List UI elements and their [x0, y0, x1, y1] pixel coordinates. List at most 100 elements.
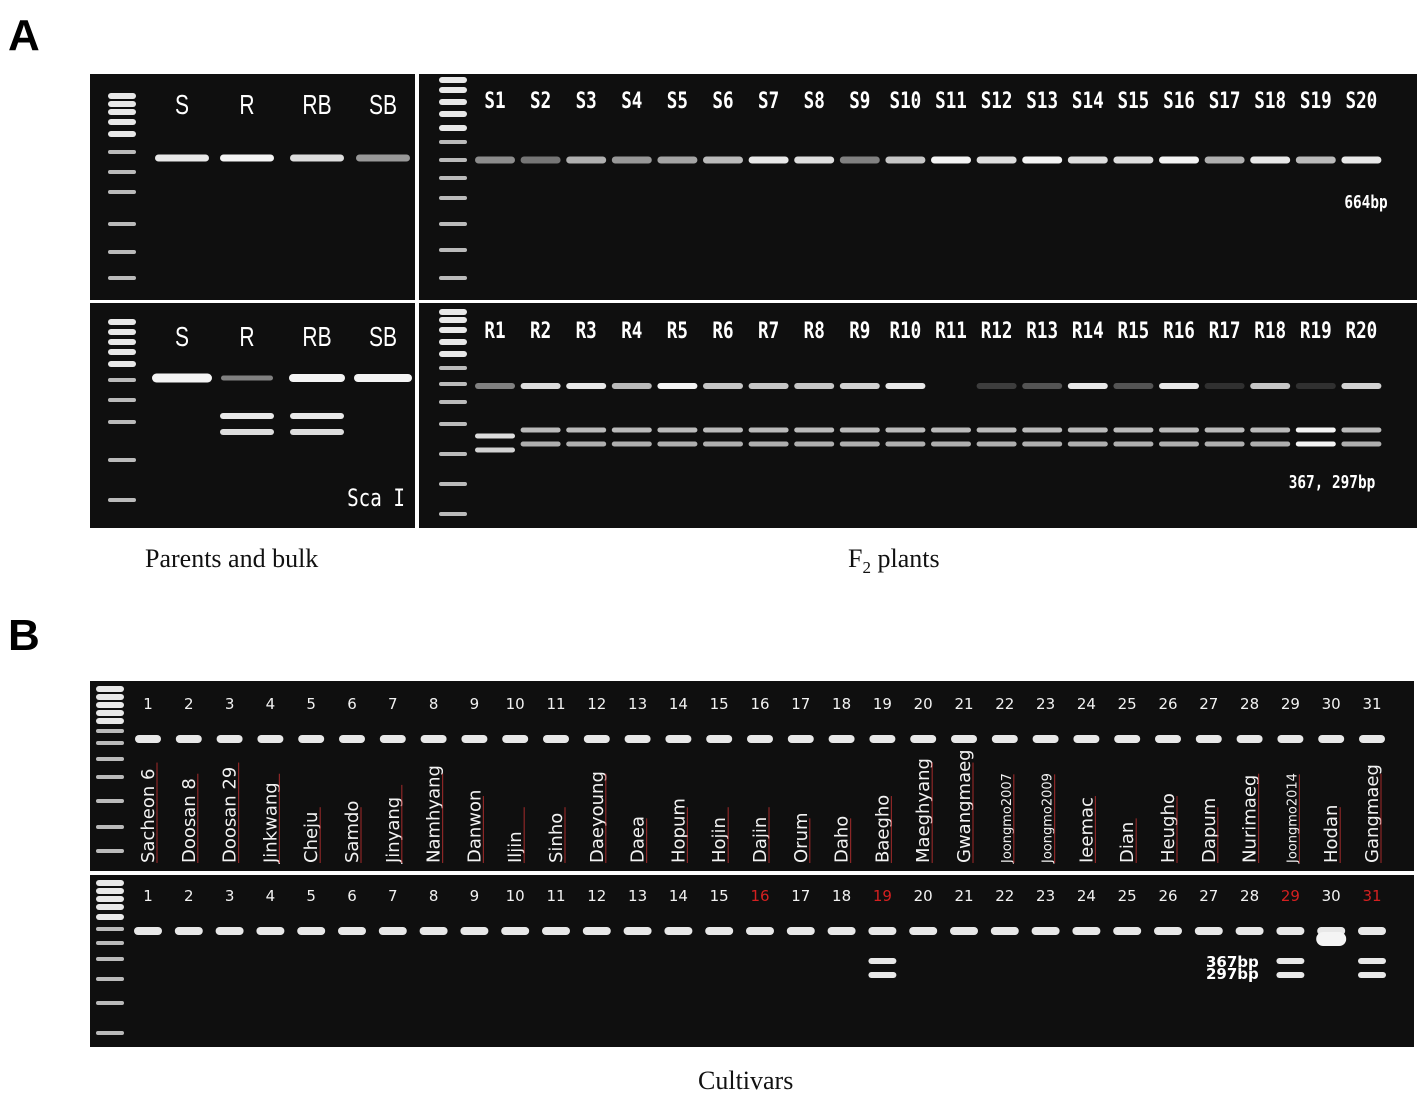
cultivar-bottom-lane-number: 19 — [873, 887, 892, 905]
cultivar-name: Joongmo2007 — [1000, 773, 1015, 864]
panel-a-horizontal-divider — [90, 300, 1417, 303]
f2-r-lane-label: R9 — [849, 318, 870, 343]
ladder-bottom-right-band — [439, 452, 467, 456]
cultivar-bottom-lane-number: 8 — [429, 887, 439, 905]
ladder-b-top-band — [96, 757, 124, 761]
cultivar-bottom-uncut-band — [786, 927, 815, 935]
cultivar-bottom-uncut-band — [950, 927, 978, 935]
f2-s-664-band — [520, 156, 561, 164]
f2-s-664-band — [839, 156, 880, 164]
cultivar-bottom-lane-number: 4 — [266, 887, 276, 905]
f2-r-uncut-band — [885, 383, 926, 389]
f2-s-lane-label: S16 — [1163, 88, 1195, 113]
ladder-b-top-band — [96, 718, 124, 724]
f2-s-lane-label: S2 — [530, 88, 551, 113]
caption-f2-rest: plants — [870, 544, 940, 573]
cultivar-bottom-lane-number: 12 — [587, 887, 606, 905]
cultivar-name: Dian — [1117, 822, 1138, 863]
ladder-top-right-band — [439, 140, 467, 144]
cultivar-bottom-uncut-band — [1072, 927, 1101, 935]
ladder-bottom-left-band — [108, 398, 136, 402]
cultivar-top-band — [175, 735, 202, 743]
f2-s-664-band — [976, 156, 1017, 164]
cultivar-top-lane-number: 15 — [710, 695, 729, 713]
ladder-bottom-right-band — [439, 317, 467, 323]
cultivar-top-band — [461, 735, 488, 743]
f2-r-297-band — [703, 441, 743, 447]
cultivar-top-lane-number: 27 — [1199, 695, 1218, 713]
ladder-bottom-left-band — [108, 420, 136, 424]
cultivar-top-band — [1155, 735, 1181, 743]
ladder-top-left-band — [108, 150, 136, 154]
cultivar-name: Iljin — [505, 831, 526, 863]
ladder-b-bottom-band — [96, 1031, 124, 1035]
cultivar-bottom-uncut-band — [297, 927, 326, 935]
ladder-top-right-band — [439, 99, 467, 105]
cultivar-top-lane-number: 5 — [306, 695, 316, 713]
cultivar-name: Joongmo2009 — [1041, 773, 1056, 864]
ladder-b-bottom-band — [96, 888, 124, 894]
cultivar-name: Daea — [628, 816, 649, 863]
cultivar-top-lane-number: 4 — [266, 695, 276, 713]
f2-s-664-band — [611, 156, 652, 164]
f2-r-uncut-band — [1113, 383, 1154, 389]
parents-RB-297-band — [290, 429, 344, 435]
cultivar-top-band — [991, 735, 1018, 743]
cultivar-bottom-lane-number: 7 — [388, 887, 398, 905]
f2-r-367-band — [1204, 427, 1245, 433]
cultivar-top-lane-number: 7 — [388, 695, 398, 713]
ladder-top-right-band — [439, 222, 467, 226]
caption-cultivars: Cultivars — [698, 1066, 794, 1095]
ladder-bottom-right-band — [439, 366, 467, 370]
f2-r-297-band — [1341, 441, 1382, 447]
f2-r-367-band — [1113, 427, 1154, 433]
ladder-top-right-band — [439, 196, 467, 200]
f2-s-664-band — [1295, 156, 1336, 164]
cultivar-bottom-uncut-band — [1276, 927, 1305, 935]
f2-r-297-band — [976, 441, 1017, 447]
cultivar-bottom-uncut-band — [501, 927, 530, 935]
f2-r-297-band — [931, 441, 971, 447]
parents-bottom-lane-label: SB — [369, 322, 397, 353]
cultivar-367-band — [1276, 958, 1305, 964]
f2-r-uncut-band — [748, 383, 789, 389]
cultivar-bottom-lane-number: 28 — [1240, 887, 1259, 905]
f2-r-367-band — [1022, 427, 1063, 433]
parents-SB-uncut-band — [354, 374, 412, 382]
ladder-bottom-right-band — [439, 482, 467, 486]
cultivar-top-band — [747, 735, 773, 743]
f2-r-297-band — [611, 441, 652, 447]
f2-r-367-band — [1295, 427, 1336, 433]
cultivar-bottom-lane-number: 25 — [1118, 887, 1137, 905]
cultivar-bottom-uncut-band — [1358, 927, 1386, 935]
cultivar-297-band — [1276, 972, 1305, 978]
panel-b-gel: 1 1 2 2 3 3 4 4 5 5 6 6 7 7 8 8 9 9 10 10 11 11 12 12 13 13 14 14 15… — [90, 681, 1414, 1047]
cultivar-bottom-lane-number: 2 — [184, 887, 194, 905]
f2-r-367-band — [1067, 427, 1108, 433]
cultivar-top-lane-number: 11 — [546, 695, 565, 713]
cultivar-top-lane-number: 1 — [143, 695, 153, 713]
cultivar-name: Samdo — [342, 801, 363, 863]
f2-s-664-band — [1204, 156, 1245, 164]
ladder-bottom-left-band — [108, 339, 136, 345]
cultivar-bottom-lane-number: 14 — [669, 887, 688, 905]
cultivar-name: Gangmaeg — [1362, 764, 1383, 863]
cultivar-297-band — [1358, 972, 1386, 978]
f2-r-lane-label: R20 — [1346, 318, 1378, 343]
cultivar-top-band — [665, 735, 692, 743]
cultivar-name: Sinho — [546, 813, 567, 863]
parents-top-664-band — [290, 154, 344, 162]
f2-r-367-band — [1159, 427, 1199, 433]
panel-a-gel-svg: S R RB SB S R RB SB Sca I S1 S2 S3 S4 S5 S6 S7 S8 S9 S10 S1… — [108, 77, 1388, 516]
f2-s-lane-label: S1 — [484, 88, 505, 113]
cultivar-name: Namhyang — [424, 765, 445, 863]
ladder-b-top-band — [96, 729, 124, 733]
ladder-top-left-band — [108, 222, 136, 226]
f2-s-lane-label: S18 — [1254, 88, 1286, 113]
f2-s-lane-label: S8 — [804, 88, 825, 113]
ladder-top-left-band — [108, 190, 136, 194]
cultivar-bottom-uncut-band — [378, 927, 407, 935]
cultivar-bottom-uncut-band — [338, 927, 366, 935]
cultivar-top-band — [543, 735, 569, 743]
cultivar-name: Hopum — [668, 798, 689, 863]
